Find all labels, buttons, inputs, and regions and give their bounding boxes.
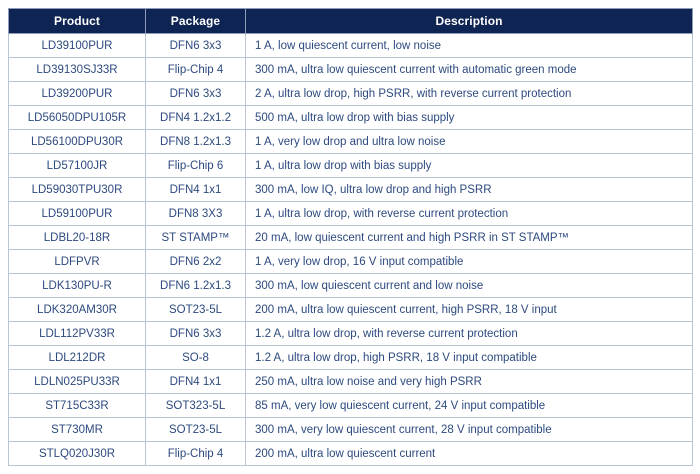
- table-header: Product Package Description: [8, 8, 693, 34]
- cell-package: DFN8 1.2x1.3: [145, 129, 246, 154]
- cell-description: 1 A, very low drop, 16 V input compatibl…: [245, 249, 693, 274]
- table-row: LD59100PUR DFN8 3X3 1 A, ultra low drop, w…: [8, 201, 693, 226]
- cell-description: 20 mA, low quiescent current and high PS…: [245, 225, 693, 250]
- cell-product: LD39200PUR: [8, 81, 146, 106]
- cell-product: LD59030TPU30R: [8, 177, 146, 202]
- cell-package: DFN4 1x1: [145, 369, 246, 394]
- cell-package: DFN4 1x1: [145, 177, 246, 202]
- cell-product: LDLN025PU33R: [8, 369, 146, 394]
- cell-description: 300 mA, low IQ, ultra low drop and high …: [245, 177, 693, 202]
- cell-product: LD59100PUR: [8, 201, 146, 226]
- table-row: LDLN025PU33R DFN4 1x1 250 mA, ultra low no…: [8, 369, 693, 394]
- cell-product: ST730MR: [8, 417, 146, 442]
- cell-description: 250 mA, ultra low noise and very high PS…: [245, 369, 693, 394]
- cell-product: LDBL20-18R: [8, 225, 146, 250]
- table-row: LD39200PUR DFN6 3x3 2 A, ultra low drop, h…: [8, 81, 693, 106]
- cell-package: SOT323-5L: [145, 393, 246, 418]
- cell-package: SO-8: [145, 345, 246, 370]
- table-row: LDK130PU-R DFN6 1.2x1.3 300 mA, low quiesc…: [8, 273, 693, 298]
- cell-product: LD56100DPU30R: [8, 129, 146, 154]
- table-row: ST730MR SOT23-5L 300 mA, very low quiescen…: [8, 417, 693, 442]
- table-row: ST715C33R SOT323-5L 85 mA, very low quiesc…: [8, 393, 693, 418]
- cell-description: 1 A, very low drop and ultra low noise: [245, 129, 693, 154]
- table-row: LDL112PV33R DFN6 3x3 1.2 A, ultra low drop…: [8, 321, 693, 346]
- cell-description: 1.2 A, ultra low drop, high PSRR, 18 V i…: [245, 345, 693, 370]
- cell-description: 500 mA, ultra low drop with bias supply: [245, 105, 693, 130]
- table-row: LD56100DPU30R DFN8 1.2x1.3 1 A, very low d…: [8, 129, 693, 154]
- cell-package: Flip-Chip 4: [145, 441, 246, 466]
- cell-description: 200 mA, ultra low quiescent current, hig…: [245, 297, 693, 322]
- cell-product: LDK130PU-R: [8, 273, 146, 298]
- table-body: LD39100PUR DFN6 3x3 1 A, low quiescent cur…: [8, 33, 693, 466]
- cell-description: 1.2 A, ultra low drop, with reverse curr…: [245, 321, 693, 346]
- cell-description: 1 A, ultra low drop with bias supply: [245, 153, 693, 178]
- cell-product: LD39130SJ33R: [8, 57, 146, 82]
- cell-package: SOT23-5L: [145, 417, 246, 442]
- cell-product: LDL212DR: [8, 345, 146, 370]
- cell-package: DFN6 2x2: [145, 249, 246, 274]
- cell-package: DFN6 3x3: [145, 81, 246, 106]
- cell-description: 300 mA, very low quiescent current, 28 V…: [245, 417, 693, 442]
- cell-product: ST715C33R: [8, 393, 146, 418]
- cell-package: Flip-Chip 6: [145, 153, 246, 178]
- cell-description: 2 A, ultra low drop, high PSRR, with rev…: [245, 81, 693, 106]
- cell-description: 85 mA, very low quiescent current, 24 V …: [245, 393, 693, 418]
- table-row: LD59030TPU30R DFN4 1x1 300 mA, low IQ, ult…: [8, 177, 693, 202]
- cell-description: 300 mA, ultra low quiescent current with…: [245, 57, 693, 82]
- table-row: LD39100PUR DFN6 3x3 1 A, low quiescent cur…: [8, 33, 693, 58]
- table-row: LDFPVR DFN6 2x2 1 A, very low drop, 16 V i…: [8, 249, 693, 274]
- cell-package: DFN6 1.2x1.3: [145, 273, 246, 298]
- cell-package: DFN6 3x3: [145, 321, 246, 346]
- table-row: LD39130SJ33R Flip-Chip 4 300 mA, ultra low…: [8, 57, 693, 82]
- cell-package: ST STAMP™: [145, 225, 246, 250]
- table-row: LDK320AM30R SOT23-5L 200 mA, ultra low qui…: [8, 297, 693, 322]
- cell-product: LDL112PV33R: [8, 321, 146, 346]
- header-package: Package: [145, 8, 246, 34]
- cell-description: 1 A, ultra low drop, with reverse curren…: [245, 201, 693, 226]
- cell-package: SOT23-5L: [145, 297, 246, 322]
- header-row: Product Package Description: [8, 8, 693, 34]
- cell-product: LDFPVR: [8, 249, 146, 274]
- cell-product: LDK320AM30R: [8, 297, 146, 322]
- cell-package: DFN4 1.2x1.2: [145, 105, 246, 130]
- header-description: Description: [245, 8, 693, 34]
- cell-description: 1 A, low quiescent current, low noise: [245, 33, 693, 58]
- product-selection-table: Product Package Description LD39100PUR DF…: [8, 8, 693, 466]
- cell-package: Flip-Chip 4: [145, 57, 246, 82]
- header-product: Product: [8, 8, 146, 34]
- cell-description: 200 mA, ultra low quiescent current: [245, 441, 693, 466]
- table-row: LDL212DR SO-8 1.2 A, ultra low drop, high …: [8, 345, 693, 370]
- cell-product: LD39100PUR: [8, 33, 146, 58]
- cell-package: DFN6 3x3: [145, 33, 246, 58]
- table-row: LD56050DPU105R DFN4 1.2x1.2 500 mA, ultra …: [8, 105, 693, 130]
- cell-product: LD57100JR: [8, 153, 146, 178]
- cell-product: LD56050DPU105R: [8, 105, 146, 130]
- cell-product: STLQ020J30R: [8, 441, 146, 466]
- cell-package: DFN8 3X3: [145, 201, 246, 226]
- cell-description: 300 mA, low quiescent current and low no…: [245, 273, 693, 298]
- table-row: LDBL20-18R ST STAMP™ 20 mA, low quiescent …: [8, 225, 693, 250]
- table-row: STLQ020J30R Flip-Chip 4 200 mA, ultra low …: [8, 441, 693, 466]
